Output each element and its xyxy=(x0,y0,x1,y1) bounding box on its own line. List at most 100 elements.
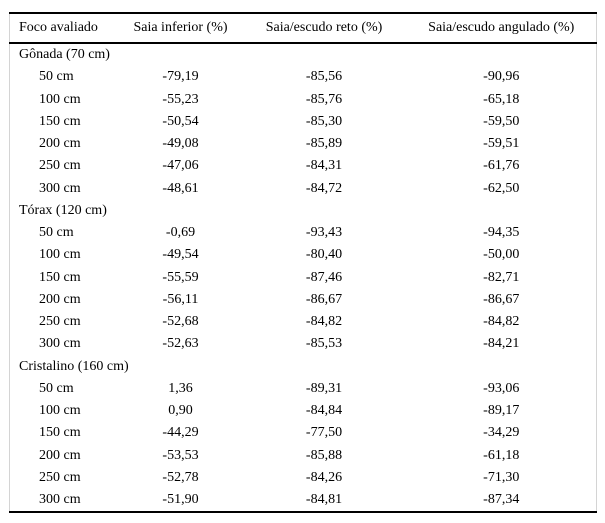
cell-value: -55,59 xyxy=(162,269,199,285)
row-distance: 50 cm xyxy=(39,225,74,241)
cell-value: 1,36 xyxy=(168,380,193,396)
table-body: Gônada (70 cm) 50 cm -79,19 -85,56 -90,96 100… xyxy=(10,43,597,512)
table-row: 100 cm -49,54 -80,40 -50,00 xyxy=(10,244,597,266)
cell-value: -52,63 xyxy=(162,336,199,352)
section-label: Gônada (70 cm) xyxy=(19,47,110,63)
row-distance: 250 cm xyxy=(39,158,81,174)
cell-value: -84,72 xyxy=(305,180,343,196)
table-row: 150 cm -55,59 -87,46 -82,71 xyxy=(10,267,597,289)
row-distance: 300 cm xyxy=(39,180,81,196)
cell-value: -84,81 xyxy=(305,492,343,508)
cell-value: -50,00 xyxy=(483,247,520,263)
row-distance: 250 cm xyxy=(39,314,81,330)
cell-value: -82,71 xyxy=(483,269,520,285)
cell-value: -53,53 xyxy=(162,447,199,463)
cell-value: -0,69 xyxy=(165,225,196,241)
cell-value: -90,96 xyxy=(483,69,520,85)
row-distance: 50 cm xyxy=(39,380,74,396)
section-label: Tórax (120 cm) xyxy=(19,202,107,218)
row-distance: 200 cm xyxy=(39,447,81,463)
cell-value: -85,89 xyxy=(305,136,343,152)
row-distance: 100 cm xyxy=(39,403,81,419)
cell-value: -34,29 xyxy=(483,425,520,441)
cell-value: -86,67 xyxy=(483,291,520,307)
table-row: 300 cm -48,61 -84,72 -62,50 xyxy=(10,178,597,200)
row-distance: 50 cm xyxy=(39,69,74,85)
cell-value: -50,54 xyxy=(162,113,199,129)
cell-value: -51,90 xyxy=(162,492,199,508)
cell-value: -85,53 xyxy=(305,336,343,352)
section-row: Cristalino (160 cm) xyxy=(10,356,597,378)
row-distance: 100 cm xyxy=(39,91,81,107)
cell-value: -87,34 xyxy=(483,492,520,508)
cell-value: -71,30 xyxy=(483,469,520,485)
cell-value: -49,08 xyxy=(162,136,199,152)
cell-value: -85,30 xyxy=(305,113,343,129)
cell-value: 0,90 xyxy=(168,403,193,419)
cell-value: -44,29 xyxy=(162,425,199,441)
cell-value: -89,31 xyxy=(305,380,343,396)
header-saia-escudo-reto: Saia/escudo reto (%) xyxy=(265,20,383,35)
table-row: 50 cm 1,36 -89,31 -93,06 xyxy=(10,378,597,400)
cell-value: -65,18 xyxy=(483,91,520,107)
cell-value: -62,50 xyxy=(483,180,520,196)
cell-value: -61,76 xyxy=(483,158,520,174)
cell-value: -52,78 xyxy=(162,469,199,485)
cell-value: -80,40 xyxy=(305,247,343,263)
cell-value: -59,51 xyxy=(483,136,520,152)
cell-value: -85,56 xyxy=(305,69,343,85)
table-container: Foco avaliado Saia inferior (%) Saia/esc… xyxy=(9,12,597,514)
table-row: 100 cm -55,23 -85,76 -65,18 xyxy=(10,89,597,111)
table-row: 250 cm -52,78 -84,26 -71,30 xyxy=(10,467,597,489)
row-distance: 150 cm xyxy=(39,269,81,285)
cell-value: -84,84 xyxy=(305,403,343,419)
cell-value: -84,26 xyxy=(305,469,343,485)
data-table: Foco avaliado Saia inferior (%) Saia/esc… xyxy=(9,12,597,514)
cell-value: -77,50 xyxy=(305,425,343,441)
section-label: Cristalino (160 cm) xyxy=(19,358,129,374)
header-row: Foco avaliado Saia inferior (%) Saia/esc… xyxy=(9,13,597,43)
cell-value: -47,06 xyxy=(162,158,199,174)
cell-value: -85,76 xyxy=(305,91,343,107)
table-row: 200 cm -56,11 -86,67 -86,67 xyxy=(10,289,597,311)
table-row: 50 cm -79,19 -85,56 -90,96 xyxy=(10,66,597,88)
row-distance: 300 cm xyxy=(39,492,81,508)
table-row: 100 cm 0,90 -84,84 -89,17 xyxy=(10,400,597,422)
table-header: Foco avaliado Saia inferior (%) Saia/esc… xyxy=(9,13,597,43)
table-row: 250 cm -47,06 -84,31 -61,76 xyxy=(10,155,597,177)
cell-value: -52,68 xyxy=(162,314,199,330)
cell-value: -94,35 xyxy=(483,225,520,241)
cell-value: -84,31 xyxy=(305,158,343,174)
section-row: Gônada (70 cm) xyxy=(10,43,597,66)
row-distance: 250 cm xyxy=(39,469,81,485)
table-row: 200 cm -49,08 -85,89 -59,51 xyxy=(10,133,597,155)
cell-value: -48,61 xyxy=(162,180,199,196)
cell-value: -49,54 xyxy=(162,247,199,263)
row-distance: 150 cm xyxy=(39,113,81,129)
cell-value: -84,82 xyxy=(483,314,520,330)
row-distance: 100 cm xyxy=(39,247,81,263)
header-foco-avaliado: Foco avaliado xyxy=(19,20,98,35)
table-row: 250 cm -52,68 -84,82 -84,82 xyxy=(10,311,597,333)
row-distance: 150 cm xyxy=(39,425,81,441)
cell-value: -84,82 xyxy=(305,314,343,330)
cell-value: -55,23 xyxy=(162,91,199,107)
cell-value: -59,50 xyxy=(483,113,520,129)
cell-value: -93,43 xyxy=(305,225,343,241)
table-row: 300 cm -51,90 -84,81 -87,34 xyxy=(10,489,597,512)
table-row: 200 cm -53,53 -85,88 -61,18 xyxy=(10,445,597,467)
table-row: 300 cm -52,63 -85,53 -84,21 xyxy=(10,333,597,355)
cell-value: -61,18 xyxy=(483,447,520,463)
row-distance: 300 cm xyxy=(39,336,81,352)
cell-value: -84,21 xyxy=(483,336,520,352)
section-row: Tórax (120 cm) xyxy=(10,200,597,222)
cell-value: -85,88 xyxy=(305,447,343,463)
cell-value: -56,11 xyxy=(162,291,199,307)
cell-value: -89,17 xyxy=(483,403,520,419)
cell-value: -79,19 xyxy=(162,69,199,85)
table-row: 50 cm -0,69 -93,43 -94,35 xyxy=(10,222,597,244)
cell-value: -93,06 xyxy=(483,380,520,396)
cell-value: -87,46 xyxy=(305,269,343,285)
row-distance: 200 cm xyxy=(39,291,81,307)
